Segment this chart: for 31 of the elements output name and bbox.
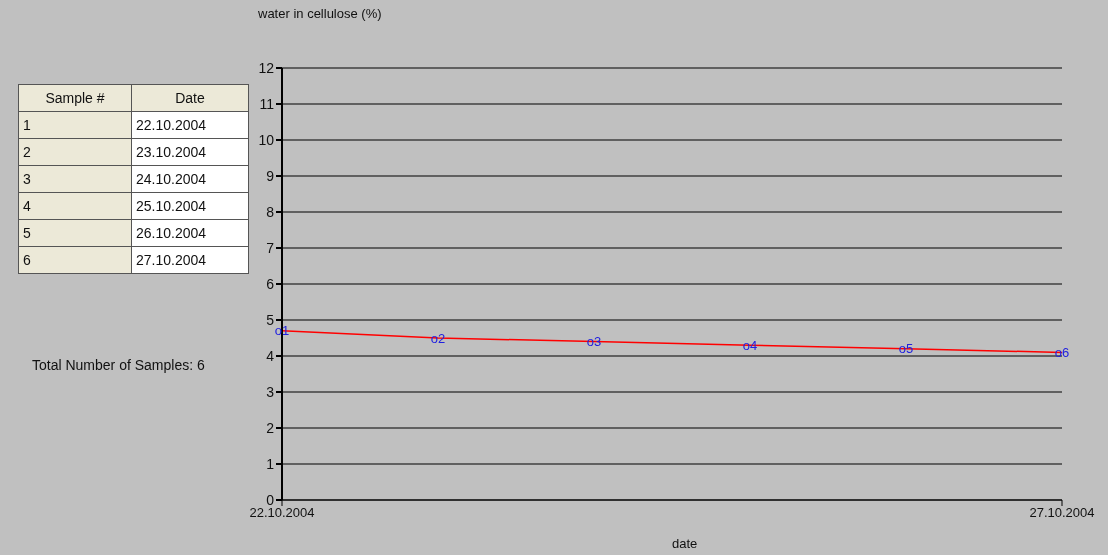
y-tick-label: 12: [258, 59, 275, 76]
text: Sample #: [18, 84, 132, 112]
x-axis-title: date: [672, 536, 698, 551]
text: 24.10.2004: [131, 165, 249, 193]
text: Total Number of Samples: 6: [32, 357, 205, 373]
text: 26.10.2004: [131, 219, 249, 247]
text: 2: [18, 138, 132, 166]
y-tick-label: 8: [266, 203, 275, 220]
y-tick-label: 9: [266, 167, 275, 184]
text: 27.10.2004: [131, 246, 249, 274]
text: 6: [18, 246, 132, 274]
text: 3: [18, 165, 132, 193]
y-tick-label: 1: [266, 455, 275, 472]
y-tick-label: 2: [266, 419, 275, 436]
y-tick-label: 0: [266, 491, 275, 508]
y-tick-label: 6: [266, 275, 275, 292]
text: 5: [18, 219, 132, 247]
y-axis-title: water in cellulose (%): [258, 6, 382, 21]
text: 25.10.2004: [131, 192, 249, 220]
y-tick-label: 7: [266, 239, 275, 256]
y-tick-label: 5: [266, 311, 275, 328]
y-tick-label: 11: [259, 95, 275, 112]
y-tick-label: 10: [258, 131, 275, 148]
data-label: o6: [1054, 345, 1070, 361]
text: 23.10.2004: [131, 138, 249, 166]
text: 1: [18, 111, 132, 139]
text: 4: [18, 192, 132, 220]
y-tick-label: 3: [266, 383, 275, 400]
text: 22.10.2004: [131, 111, 249, 139]
text: Date: [131, 84, 249, 112]
y-tick-label: 4: [266, 347, 275, 364]
